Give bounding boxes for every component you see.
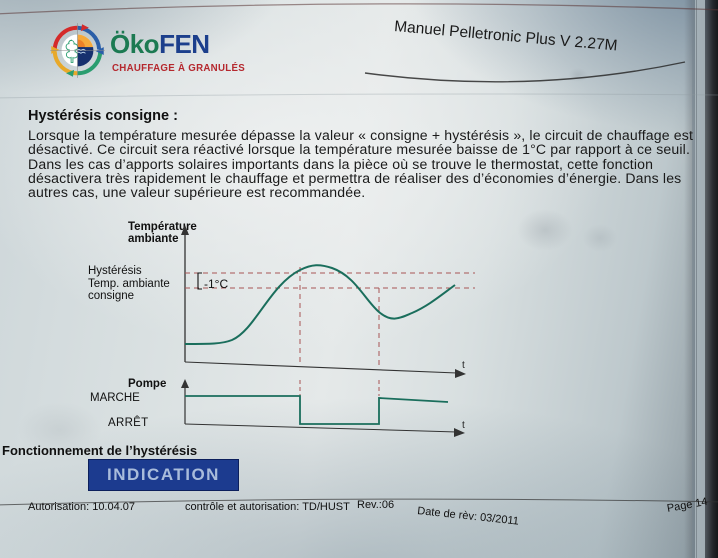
svg-text:-1°C: -1°C [204,277,228,291]
svg-text:t: t [462,360,465,371]
svg-text:t: t [462,420,465,431]
